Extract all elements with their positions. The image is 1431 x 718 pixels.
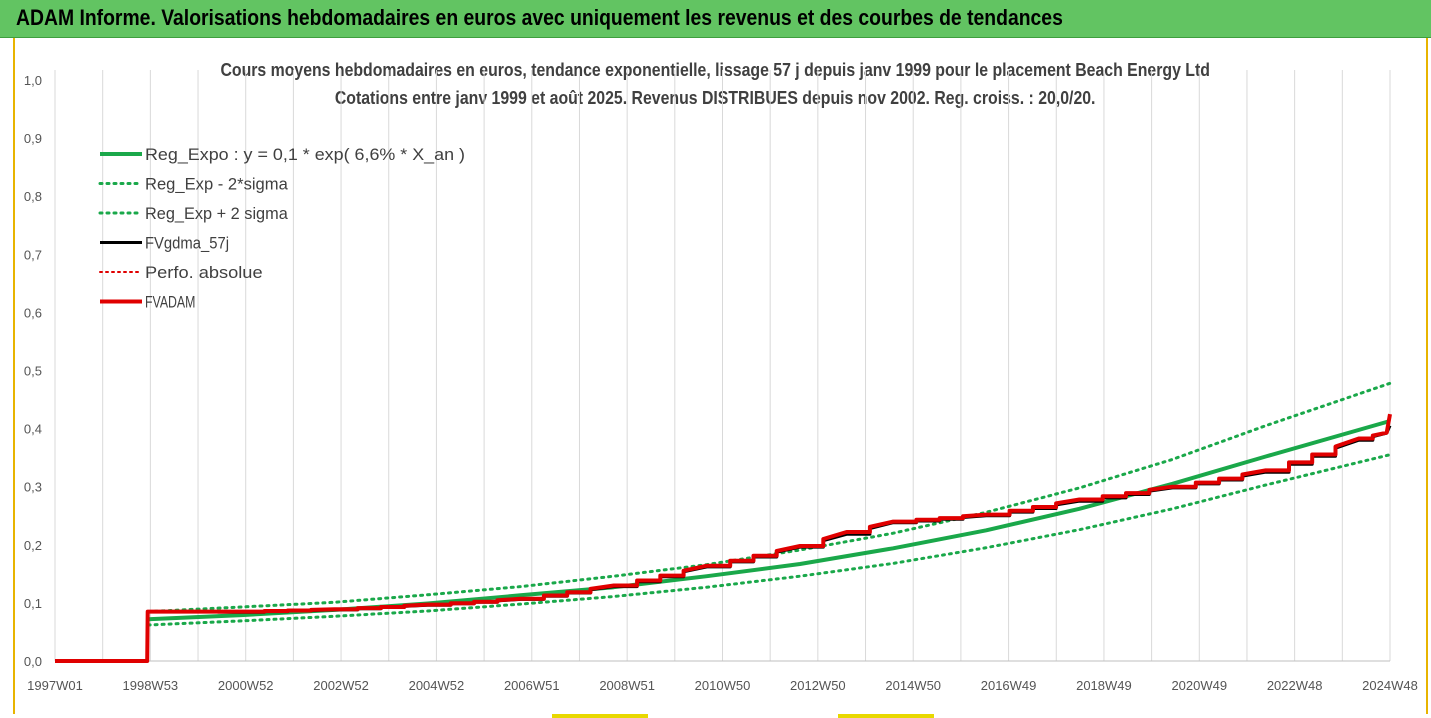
sheet-tab-marker <box>552 714 648 718</box>
series-line-1 <box>148 419 1391 622</box>
x-tick-label: 2002W52 <box>313 678 369 693</box>
y-tick-label: 0,9 <box>24 131 42 146</box>
x-tick-label: 2018W49 <box>1076 678 1132 693</box>
series-line-5 <box>55 413 1392 663</box>
y-axis-ticks: 0,0 0,1 0,2 0,3 0,4 0,5 0,6 0,7 0,8 0,9 1,0 <box>24 73 42 669</box>
y-tick-label: 0,4 <box>24 422 42 437</box>
x-tick-label: 2024W48 <box>1362 678 1418 693</box>
chart-subtitle-text: Cotations entre janv 1999 et août 2025. … <box>335 88 1096 108</box>
chart-title: Cours moyens hebdomadaires en euros, ten… <box>0 60 1431 81</box>
y-tick-label: 0,0 <box>24 654 42 669</box>
legend-label: Perfo. absolue <box>145 263 263 282</box>
report-title: ADAM Informe. Valorisations hebdomadaire… <box>16 5 1063 30</box>
chart-subtitle: Cotations entre janv 1999 et août 2025. … <box>0 88 1431 109</box>
series-line-2 <box>146 453 1392 627</box>
legend-label: Reg_Expo : y = 0,1 * exp( 6,6% * X_an ) <box>145 145 465 164</box>
y-tick-label: 0,3 <box>24 480 42 495</box>
legend-label: FVgdma_57j <box>145 234 229 253</box>
x-axis-ticks: 1997W01 1998W53 2000W52 2002W52 2004W52 2006W… <box>27 678 1418 693</box>
legend: Reg_Expo : y = 0,1 * exp( 6,6% * X_an ) R… <box>98 145 465 312</box>
x-tick-label: 2022W48 <box>1267 678 1323 693</box>
report-banner: ADAM Informe. Valorisations hebdomadaire… <box>0 0 1431 38</box>
y-tick-label: 0,2 <box>24 538 42 553</box>
series-lines <box>55 381 1392 663</box>
x-tick-label: 2008W51 <box>599 678 655 693</box>
legend-label: Reg_Exp + 2 sigma <box>145 204 288 223</box>
x-tick-label: 2014W50 <box>885 678 941 693</box>
x-tick-label: 2012W50 <box>790 678 846 693</box>
y-tick-label: 0,8 <box>24 189 42 204</box>
chart-title-text: Cours moyens hebdomadaires en euros, ten… <box>220 60 1211 80</box>
y-tick-label: 0,6 <box>24 305 42 320</box>
x-tick-label: 1998W53 <box>123 678 179 693</box>
x-tick-label: 2000W52 <box>218 678 274 693</box>
x-tick-label: 2020W49 <box>1171 678 1227 693</box>
x-tick-label: 2004W52 <box>409 678 465 693</box>
grid-lines <box>54 70 1391 662</box>
x-tick-label: 2016W49 <box>981 678 1037 693</box>
x-tick-label: 2010W50 <box>695 678 751 693</box>
x-tick-label: 2006W51 <box>504 678 560 693</box>
legend-label: FVADAM <box>145 293 195 312</box>
y-tick-label: 1,0 <box>24 73 42 88</box>
y-tick-label: 0,5 <box>24 364 42 379</box>
x-tick-label: 1997W01 <box>27 678 83 693</box>
sheet-tab-marker <box>838 714 934 718</box>
legend-label: Reg_Exp - 2*sigma <box>145 175 288 194</box>
y-tick-label: 0,7 <box>24 247 42 262</box>
series-line-3 <box>146 381 1392 614</box>
y-tick-label: 0,1 <box>24 596 42 611</box>
chart-frame <box>13 38 1428 714</box>
